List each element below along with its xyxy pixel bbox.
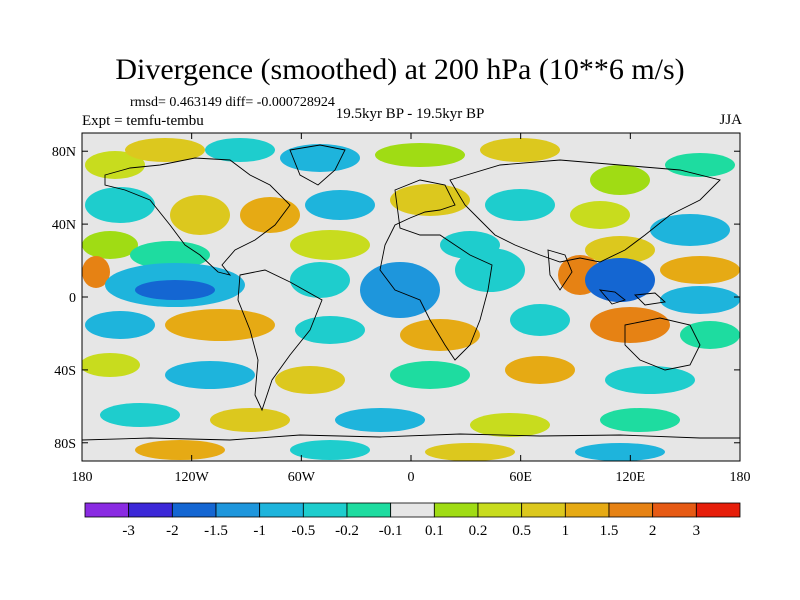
colorbar-swatch	[346, 502, 392, 518]
colorbar-swatch	[390, 502, 435, 518]
longitude-axis: 180 120W 60W 0 60E 120E 180	[72, 133, 751, 485]
lon-tick-label: 0	[408, 470, 415, 485]
stats-label: rmsd= 0.463149 diff= -0.000728924	[130, 95, 335, 110]
divergence-map	[82, 133, 740, 461]
colorbar-label: -1.5	[204, 523, 228, 539]
colorbar-swatch	[521, 502, 566, 518]
colorbar-label: -0.1	[379, 523, 403, 539]
lat-tick-label: 0	[69, 291, 76, 306]
colorbar-label: -1	[253, 523, 266, 539]
divergence-field	[82, 138, 740, 461]
colorbar-label: 2	[649, 523, 657, 539]
colorbar-label: -3	[122, 523, 135, 539]
colorbar-swatch	[215, 502, 261, 518]
colorbar-swatch	[302, 502, 348, 518]
colorbar-label: 0.1	[425, 523, 444, 539]
colorbar-swatch	[564, 502, 610, 518]
colorbar-swatch	[608, 502, 654, 518]
colorbar-swatch	[84, 502, 130, 518]
lon-tick-label: 120E	[616, 470, 646, 485]
coastlines	[82, 144, 740, 441]
lat-tick-label: 40N	[52, 218, 76, 233]
latitude-axis: 80N 40N 0 40S 80S	[52, 145, 740, 452]
lat-tick-label: 40S	[54, 364, 76, 379]
experiment-label: Expt = temfu-tembu	[82, 113, 204, 129]
lon-tick-label: 60W	[288, 470, 316, 485]
colorbar: -3 -2 -1.5 -1 -0.5 -0.2 -0.1 0.1 0.2 0.5 1 1.5 2 3	[84, 502, 741, 539]
period-label: 19.5kyr BP - 19.5kyr BP	[335, 106, 485, 122]
colorbar-swatch	[477, 502, 523, 518]
colorbar-swatch	[259, 502, 304, 518]
colorbar-swatch	[652, 502, 697, 518]
colorbar-label: -2	[166, 523, 179, 539]
colorbar-label: -0.2	[335, 523, 359, 539]
colorbar-swatch	[171, 502, 217, 518]
colorbar-swatch	[695, 502, 741, 518]
colorbar-label: 0.2	[469, 523, 488, 539]
colorbar-label: 1	[562, 523, 570, 539]
lat-tick-label: 80N	[52, 145, 76, 160]
colorbar-swatch	[433, 502, 479, 518]
lon-tick-label: 180	[72, 470, 93, 485]
colorbar-label: 0.5	[512, 523, 531, 539]
lon-tick-label: 180	[730, 470, 751, 485]
colorbar-label: -0.5	[291, 523, 315, 539]
season-label: JJA	[719, 112, 742, 128]
colorbar-swatch	[128, 502, 173, 518]
colorbar-label: 3	[693, 523, 701, 539]
lat-tick-label: 80S	[54, 437, 76, 452]
lon-tick-label: 60E	[509, 470, 532, 485]
lon-tick-label: 120W	[175, 470, 210, 485]
colorbar-label: 1.5	[600, 523, 619, 539]
figure-title: Divergence (smoothed) at 200 hPa (10**6 …	[115, 53, 685, 86]
